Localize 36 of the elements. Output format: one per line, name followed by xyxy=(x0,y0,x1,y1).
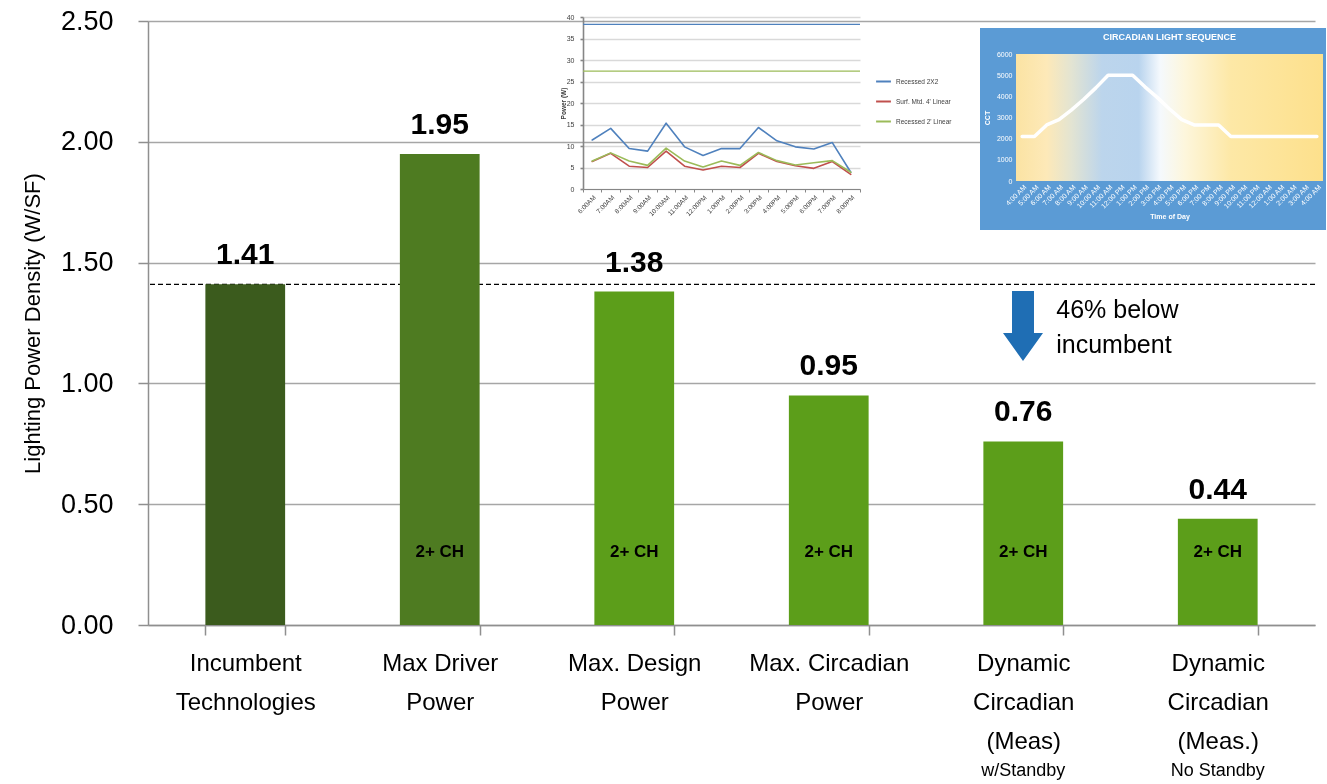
x-tick-label: Max Driver Power xyxy=(382,648,499,715)
x-tick-label: Max. Design Power xyxy=(568,648,702,715)
annotation: 46% below incumbent xyxy=(1056,295,1180,359)
line-series xyxy=(1020,73,1319,139)
annotation: 2+ CH xyxy=(804,542,854,561)
chart-title: CIRCADIAN LIGHT SEQUENCE xyxy=(1102,32,1237,42)
line-series xyxy=(591,122,852,174)
x-tick-label: Dynamic Circadian (Meas) xyxy=(973,648,1075,754)
data-label: 0.76 xyxy=(994,394,1053,428)
x-tick-label: Max. Circadian Power xyxy=(749,648,910,715)
y-tick-label: 1.50 xyxy=(60,247,114,278)
annotation: 2+ CH xyxy=(415,542,465,561)
text: w/Standby xyxy=(980,760,1066,780)
bar xyxy=(1177,518,1258,625)
y-axis-title: Lighting Power Density (W/SF) xyxy=(19,173,45,474)
bar xyxy=(399,153,480,625)
bar xyxy=(594,291,675,625)
y-tick-label: 1.00 xyxy=(60,367,114,398)
x-tick-label: Dynamic Circadian (Meas.) xyxy=(1167,648,1269,754)
y-tick-label: 2.00 xyxy=(60,126,114,157)
data-label: 0.95 xyxy=(799,348,858,382)
bar xyxy=(205,284,286,625)
text: No Standby xyxy=(1170,760,1265,780)
annotation: 2+ CH xyxy=(998,542,1048,561)
y-tick-label: 0.00 xyxy=(60,609,114,640)
data-label: 1.41 xyxy=(216,237,275,271)
bar xyxy=(788,395,869,625)
y-tick-label: 0.50 xyxy=(60,488,114,519)
x-tick-label: Incumbent Technologies xyxy=(175,648,316,715)
data-label: 0.44 xyxy=(1188,471,1248,505)
y-tick-label: 2.50 xyxy=(60,5,114,36)
annotation: 2+ CH xyxy=(609,542,659,561)
data-label: 1.38 xyxy=(605,244,664,278)
bar xyxy=(983,441,1064,625)
data-label: 1.95 xyxy=(410,106,469,140)
annotation: 2+ CH xyxy=(1193,542,1243,561)
